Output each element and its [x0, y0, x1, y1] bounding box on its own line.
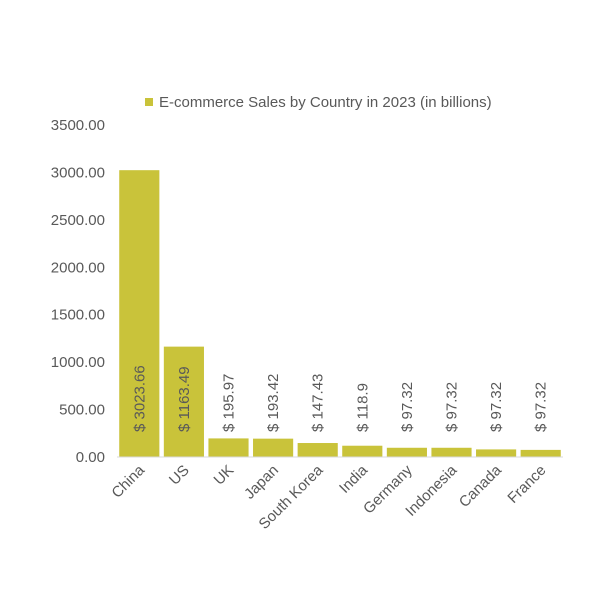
data-label: $ 97.32	[533, 382, 550, 432]
data-label: $ 118.9	[354, 383, 371, 432]
bar-south-korea	[297, 443, 338, 457]
bar-india	[342, 445, 383, 457]
bar-japan	[253, 438, 294, 457]
data-label: $ 195.97	[221, 374, 238, 432]
x-tick-label: France	[504, 462, 549, 507]
legend-swatch	[145, 98, 153, 106]
x-tick-label: Japan	[241, 462, 282, 503]
bar-us	[163, 346, 204, 457]
data-label: $ 97.32	[488, 382, 505, 432]
y-tick-label: 2500.00	[51, 212, 105, 229]
x-tick-label: US	[166, 462, 193, 489]
y-tick-label: 0.00	[76, 449, 105, 466]
x-tick-label: Canada	[456, 461, 506, 511]
y-tick-label: 500.00	[59, 402, 105, 419]
y-tick-label: 2000.00	[51, 259, 105, 276]
bar-germany	[386, 447, 427, 457]
bar-indonesia	[431, 447, 472, 457]
y-axis: 0.00 500.00 1000.00 1500.00 2000.00 2500.00 30…	[51, 117, 105, 466]
bars	[119, 170, 561, 457]
data-label: $ 147.43	[310, 374, 327, 432]
y-tick-label: 1500.00	[51, 307, 105, 324]
y-tick-label: 3500.00	[51, 117, 105, 134]
bar-china	[119, 170, 160, 457]
bar-uk	[208, 438, 249, 457]
y-tick-label: 1000.00	[51, 354, 105, 371]
x-tick-label: UK	[211, 462, 238, 489]
data-labels: $ 3023.66 $ 1163.49 $ 195.97 $ 193.42 $ 147.…	[131, 365, 549, 432]
legend-label: E-commerce Sales by Country in 2023 (in …	[159, 94, 492, 111]
data-label: $ 3023.66	[131, 365, 148, 432]
x-tick-label: India	[336, 461, 371, 496]
x-tick-label: China	[108, 461, 148, 501]
bar-canada	[476, 449, 517, 457]
bar-france	[520, 449, 561, 457]
data-label: $ 193.42	[265, 374, 282, 432]
data-label: $ 97.32	[444, 382, 461, 432]
legend: E-commerce Sales by Country in 2023 (in …	[145, 94, 492, 111]
data-label: $ 97.32	[399, 382, 416, 432]
y-tick-label: 3000.00	[51, 164, 105, 181]
data-label: $ 1163.49	[176, 366, 193, 432]
